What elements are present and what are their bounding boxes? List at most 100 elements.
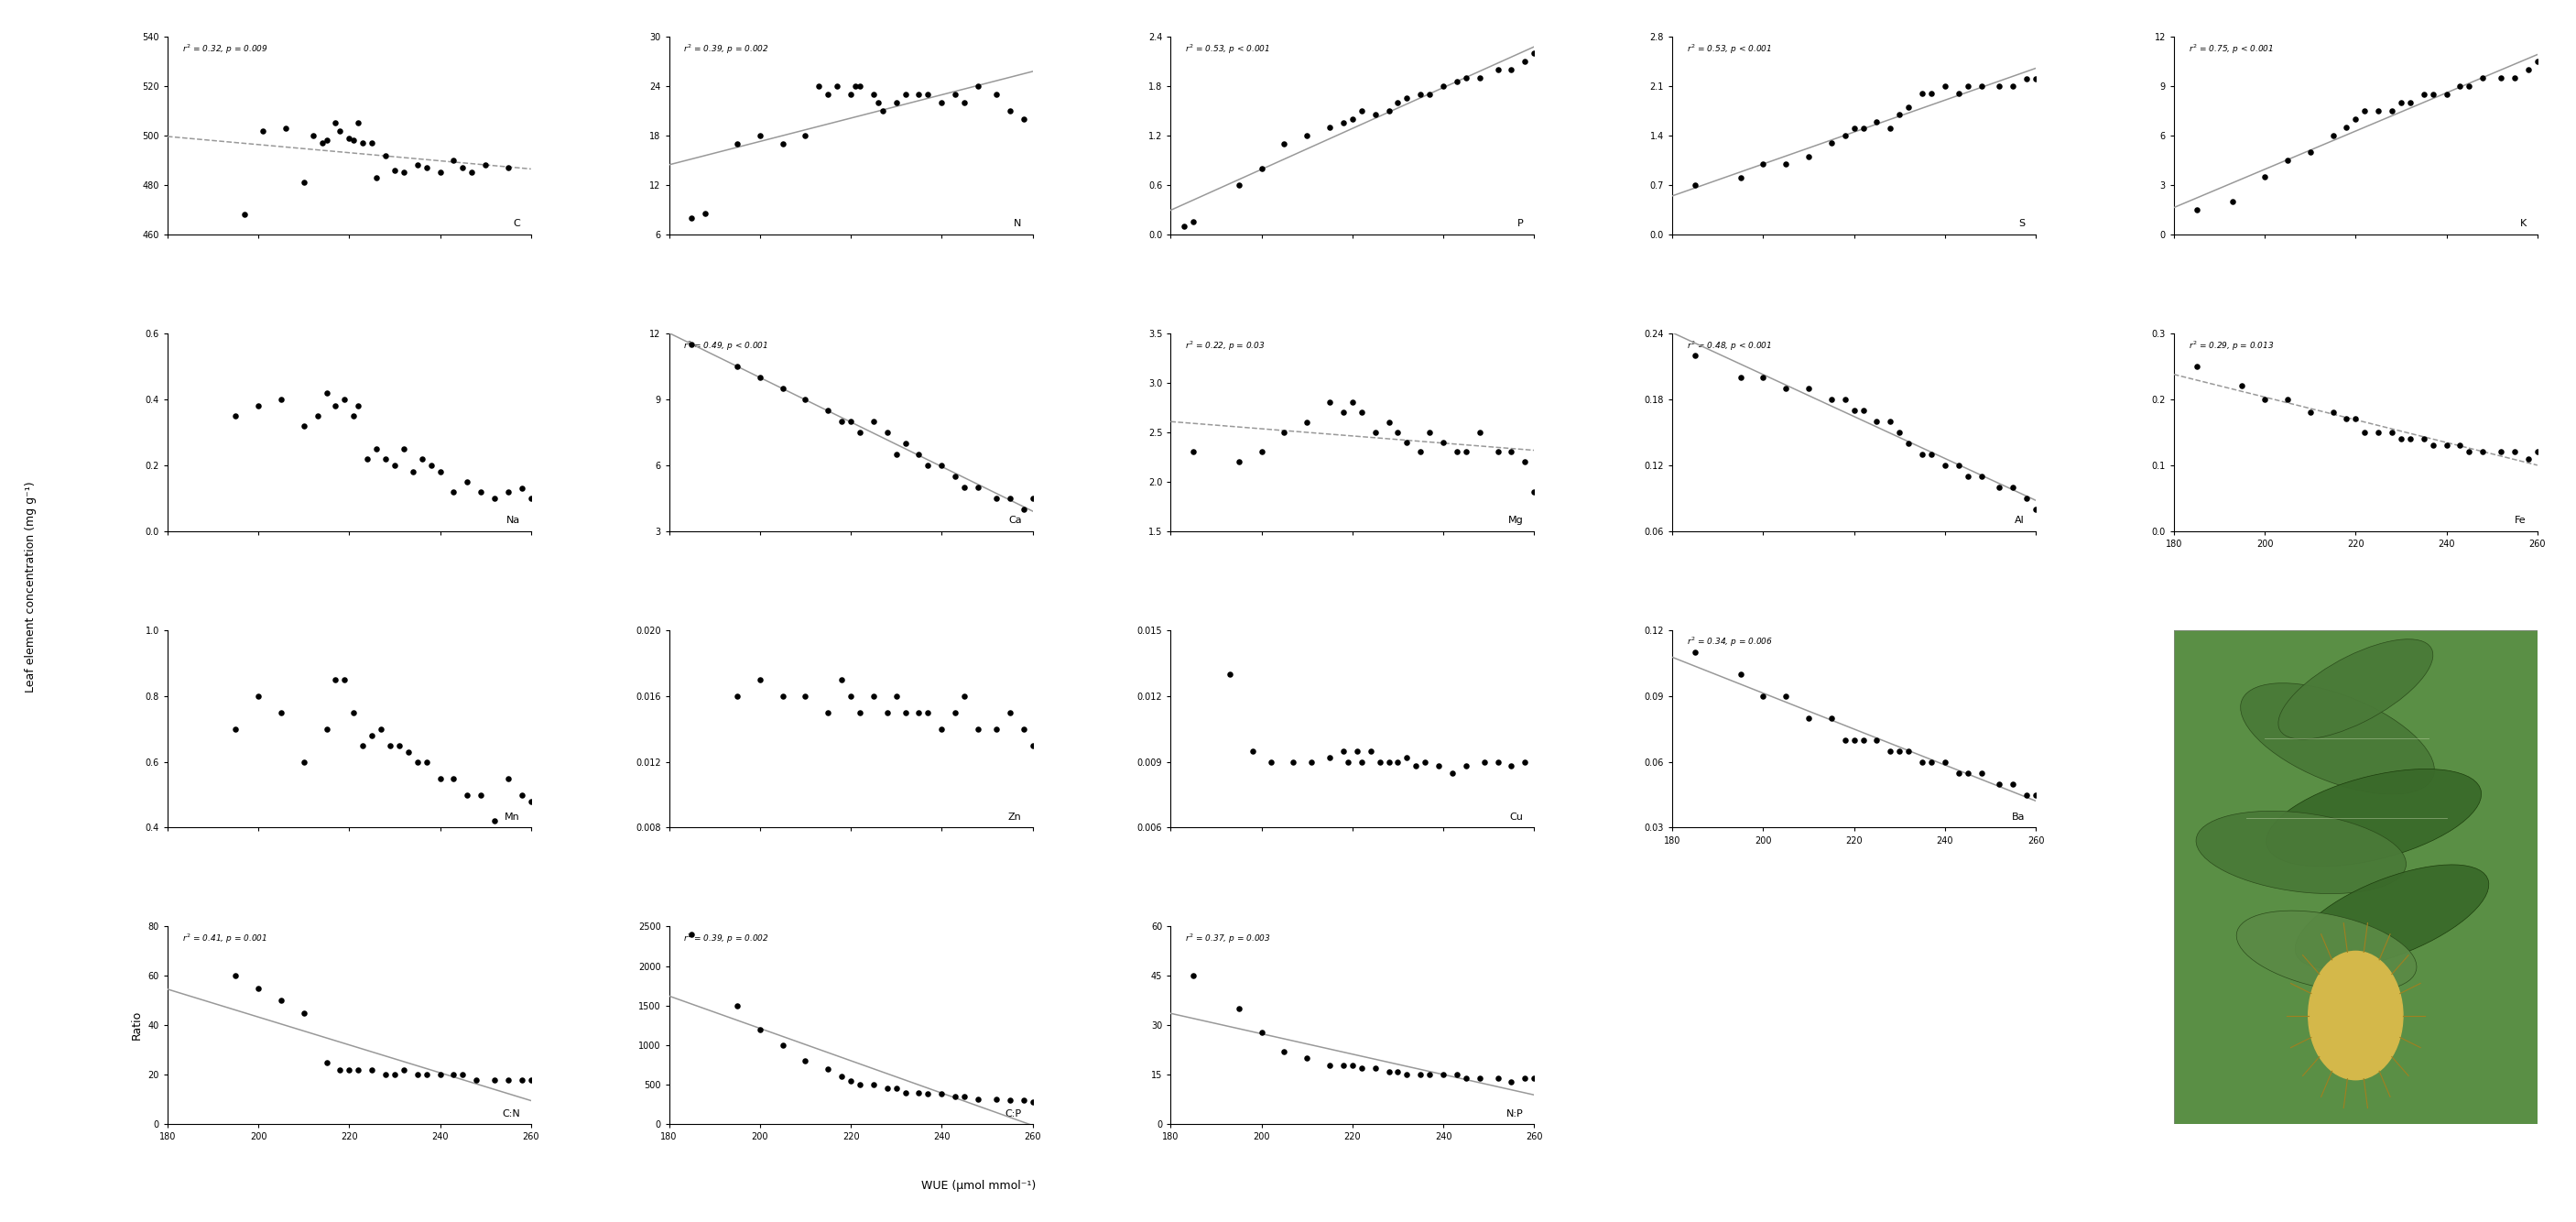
Point xyxy=(510,1070,551,1090)
Point xyxy=(1991,76,2032,95)
Point xyxy=(2506,448,2548,468)
Point xyxy=(907,703,948,722)
Point xyxy=(1432,763,1473,782)
Point xyxy=(958,76,999,95)
Point xyxy=(402,448,443,468)
Point xyxy=(1419,756,1461,776)
Point xyxy=(739,1019,781,1039)
Point xyxy=(989,703,1030,722)
Point xyxy=(2014,70,2056,89)
Point xyxy=(2213,192,2254,211)
Point xyxy=(1721,368,1762,387)
Point xyxy=(332,131,374,150)
Point xyxy=(1309,748,1350,767)
Point xyxy=(1824,390,1865,409)
Point xyxy=(368,736,410,755)
Point xyxy=(1834,119,1875,138)
Point xyxy=(1368,101,1409,121)
Point xyxy=(835,76,876,95)
Point xyxy=(1422,1066,1463,1085)
Point xyxy=(407,1066,448,1085)
Point xyxy=(716,357,757,376)
Point xyxy=(2439,435,2481,455)
Point xyxy=(739,368,781,387)
Point xyxy=(1265,1042,1306,1062)
Text: Cu: Cu xyxy=(1510,813,1522,821)
Point xyxy=(283,752,325,771)
Point xyxy=(989,101,1030,121)
Point xyxy=(786,1051,827,1070)
Point xyxy=(762,134,804,154)
Point xyxy=(502,478,544,497)
Point xyxy=(487,481,528,501)
Point xyxy=(1834,401,1875,420)
Point xyxy=(237,979,278,998)
Point xyxy=(1924,456,1965,475)
Point xyxy=(806,703,848,722)
Point xyxy=(716,134,757,154)
Text: K: K xyxy=(2519,219,2527,229)
Point xyxy=(1857,111,1899,131)
Point xyxy=(366,145,407,165)
Point xyxy=(2177,200,2218,220)
Point xyxy=(420,769,461,788)
Point xyxy=(817,76,858,95)
Point xyxy=(350,726,392,745)
Point xyxy=(474,811,515,831)
Point xyxy=(1342,402,1383,422)
Point xyxy=(1291,752,1332,771)
Point xyxy=(1409,423,1450,442)
Point xyxy=(1327,752,1368,771)
Point xyxy=(935,703,976,722)
Point xyxy=(1321,1055,1363,1074)
Point xyxy=(1285,1048,1327,1068)
Point xyxy=(1242,159,1283,178)
Point xyxy=(1937,763,1978,782)
Point xyxy=(1811,133,1852,153)
Point xyxy=(943,1086,984,1106)
Point xyxy=(374,456,415,475)
Point xyxy=(806,84,848,104)
Point xyxy=(762,1035,804,1055)
Point xyxy=(443,158,484,177)
Text: $r^2$ = 0.29, $p$ = 0.013: $r^2$ = 0.29, $p$ = 0.013 xyxy=(2190,340,2275,352)
Point xyxy=(1445,1068,1486,1088)
Point xyxy=(716,686,757,705)
Point xyxy=(2014,785,2056,804)
Point xyxy=(464,155,505,175)
Point xyxy=(935,467,976,486)
Ellipse shape xyxy=(2267,769,2481,866)
Text: Fe: Fe xyxy=(2514,516,2527,525)
Text: N:P: N:P xyxy=(1507,1110,1522,1118)
Point xyxy=(2411,435,2452,455)
Point xyxy=(1960,763,2002,782)
Text: P: P xyxy=(1517,219,1522,229)
Point xyxy=(1164,216,1206,236)
Point xyxy=(2313,402,2354,422)
Point xyxy=(1012,1092,1054,1112)
Point xyxy=(325,390,366,409)
Text: $r^2$ = 0.53, $p$ < 0.001: $r^2$ = 0.53, $p$ < 0.001 xyxy=(1687,43,1772,56)
Point xyxy=(502,1070,544,1090)
Point xyxy=(840,76,881,95)
Point xyxy=(2427,84,2468,104)
Point xyxy=(2344,423,2385,442)
Point xyxy=(1437,442,1479,462)
Point xyxy=(337,396,379,415)
Point xyxy=(976,489,1018,508)
Point xyxy=(786,686,827,705)
Point xyxy=(2267,390,2308,409)
Point xyxy=(1002,1091,1043,1111)
Point xyxy=(1285,126,1327,145)
Point xyxy=(1378,423,1419,442)
Point xyxy=(899,703,940,722)
Point xyxy=(2411,84,2452,104)
Point xyxy=(325,670,366,689)
Text: $r^2$ = 0.48, $p$ < 0.001: $r^2$ = 0.48, $p$ < 0.001 xyxy=(1687,340,1772,352)
Point xyxy=(899,1083,940,1102)
Point xyxy=(374,160,415,180)
Point xyxy=(943,478,984,497)
Point xyxy=(332,703,374,722)
Point xyxy=(884,703,925,722)
Point xyxy=(1242,1022,1283,1041)
